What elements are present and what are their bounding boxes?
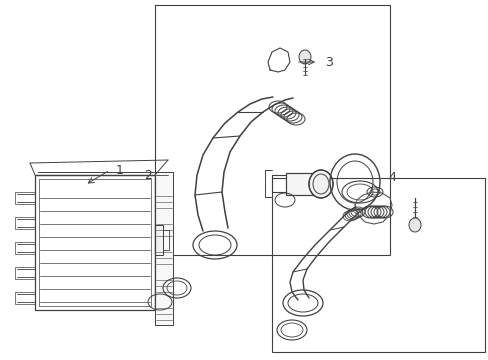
- Bar: [35, 175, 155, 310]
- Text: 4: 4: [387, 171, 395, 184]
- Bar: [155, 172, 173, 325]
- Text: 1: 1: [116, 163, 123, 176]
- Ellipse shape: [298, 50, 310, 64]
- Bar: [285, 173, 320, 195]
- Bar: [155, 5, 389, 255]
- Bar: [155, 225, 163, 255]
- Bar: [39, 179, 151, 306]
- Ellipse shape: [308, 170, 332, 198]
- Bar: [285, 173, 320, 195]
- Bar: [15, 192, 35, 204]
- Bar: [163, 230, 169, 250]
- Bar: [15, 217, 35, 229]
- Text: 2: 2: [144, 168, 152, 181]
- Bar: [15, 292, 35, 304]
- Bar: [15, 267, 35, 279]
- Bar: [15, 242, 35, 254]
- Bar: [271, 178, 484, 352]
- Text: 3: 3: [325, 55, 332, 68]
- Ellipse shape: [408, 218, 420, 232]
